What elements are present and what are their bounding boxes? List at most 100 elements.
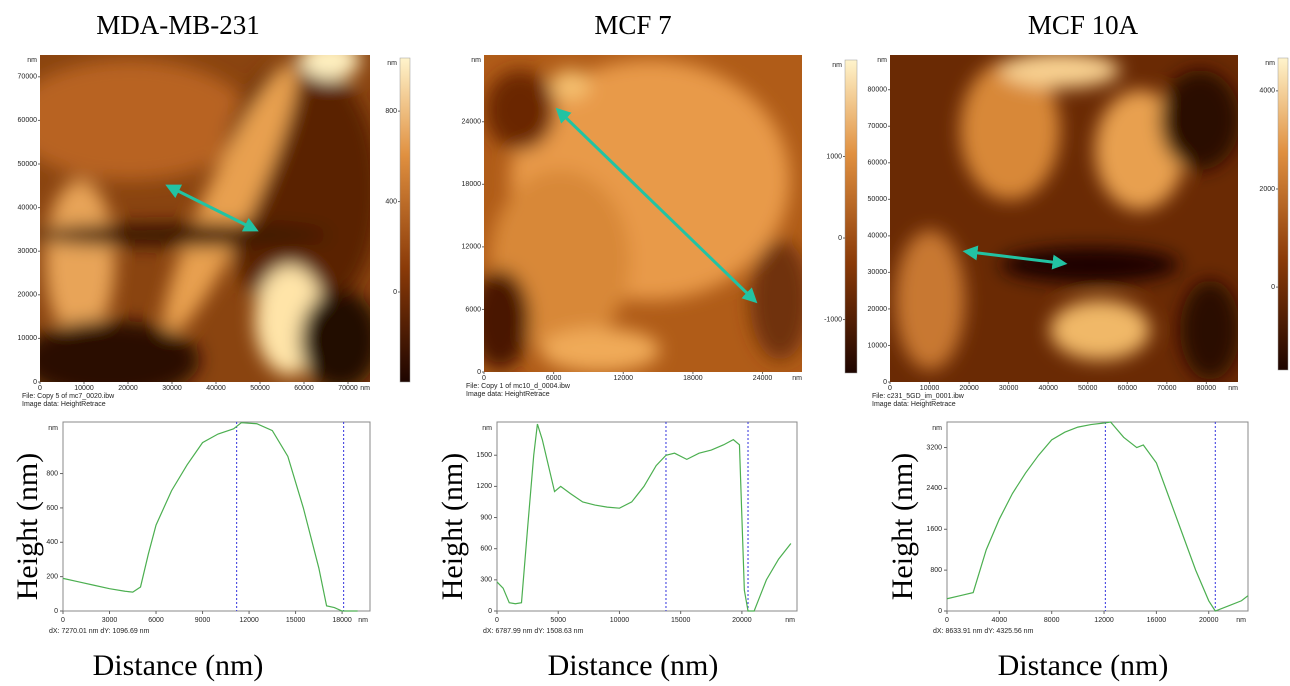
x-tick-label: 9000 [195, 617, 211, 624]
y-axis-label: Height (nm) [886, 453, 919, 600]
x-tick-label: 16000 [1147, 617, 1167, 624]
chart-title: MCF 10A [1028, 10, 1139, 40]
image-y-unit: nm [471, 57, 481, 64]
y-tick-label: 1500 [476, 452, 492, 459]
image-x-tick-label: 50000 [250, 385, 270, 392]
image-x-unit: nm [792, 375, 802, 382]
afm-image [890, 55, 1238, 382]
image-y-tick-label: 18000 [462, 181, 482, 188]
afm-image [484, 55, 802, 372]
colorbar-tick-label: 0 [838, 235, 842, 242]
y-tick-label: 400 [46, 539, 58, 546]
image-y-tick-label: 60000 [18, 117, 38, 124]
colorbar-tick-label: 4000 [1259, 88, 1275, 95]
x-tick-label: 18000 [332, 617, 352, 624]
colorbar-tick-label: 0 [393, 289, 397, 296]
image-data-label: Image data: HeightRetrace [22, 401, 106, 408]
image-y-unit: nm [877, 57, 887, 64]
image-x-tick-label: 20000 [118, 385, 138, 392]
x-tick-label: 8000 [1044, 617, 1060, 624]
image-y-tick-label: 60000 [868, 160, 888, 167]
colorbar-unit: nm [832, 62, 842, 69]
image-x-tick-label: 40000 [206, 385, 226, 392]
profile-line [62, 422, 358, 612]
image-x-tick-label: 24000 [753, 375, 773, 382]
image-y-tick-label: 80000 [868, 87, 888, 94]
image-x-tick-label: 40000 [1038, 385, 1058, 392]
image-y-tick-label: 40000 [18, 204, 38, 211]
x-unit: nm [1236, 617, 1246, 624]
image-y-tick-label: 50000 [868, 196, 888, 203]
image-x-tick-label: 60000 [294, 385, 314, 392]
y-axis-label: Height (nm) [11, 453, 44, 600]
y-unit: nm [932, 425, 942, 432]
colorbar-tick-label: 2000 [1259, 186, 1275, 193]
footnote: dX: 8633.91 nm dY: 4325.56 nm [933, 628, 1034, 635]
image-y-unit: nm [27, 57, 37, 64]
x-tick-label: 12000 [1094, 617, 1114, 624]
colorbar-tick-label: 400 [385, 198, 397, 205]
x-unit: nm [358, 617, 368, 624]
image-x-tick-label: 10000 [920, 385, 940, 392]
y-tick-label: 2400 [926, 485, 942, 492]
plot-frame [946, 421, 1249, 612]
image-x-tick-label: 50000 [1078, 385, 1098, 392]
image-file: File: Copy 1 of mc10_d_0004.ibw [466, 383, 571, 390]
image-x-tick-label: 10000 [74, 385, 94, 392]
x-tick-label: 15000 [671, 617, 691, 624]
colorbar-tick-label: 0 [1271, 284, 1275, 291]
x-unit: nm [785, 617, 795, 624]
y-axis-label: Height (nm) [436, 453, 469, 600]
image-x-tick-label: 60000 [1118, 385, 1138, 392]
plot-frame [496, 421, 798, 612]
image-x-tick-label: 30000 [162, 385, 182, 392]
afm-image [40, 55, 370, 382]
image-y-tick-label: 40000 [868, 233, 888, 240]
image-data-label: Image data: HeightRetrace [466, 391, 550, 398]
y-tick-label: 900 [480, 514, 492, 521]
x-tick-label: 4000 [992, 617, 1008, 624]
image-x-unit: nm [360, 385, 370, 392]
y-tick-label: 3200 [926, 444, 942, 451]
image-x-tick-label: 0 [482, 375, 486, 382]
colorbar [1277, 57, 1289, 371]
y-tick-label: 0 [54, 608, 58, 615]
colorbar-unit: nm [1265, 60, 1275, 67]
colorbar-tick-label: 1000 [826, 153, 842, 160]
image-x-tick-label: 70000 [338, 385, 358, 392]
profile-line [496, 423, 792, 612]
y-unit: nm [48, 425, 58, 432]
footnote: dX: 7270.01 nm dY: 1096.69 nm [49, 628, 150, 635]
chart-title: MDA-MB-231 [96, 10, 260, 40]
colorbar [399, 57, 411, 383]
x-axis-label: Distance (nm) [998, 649, 1169, 682]
image-y-tick-label: 0 [33, 379, 37, 386]
image-y-tick-label: 50000 [18, 161, 38, 168]
x-axis-label: Distance (nm) [93, 649, 264, 682]
image-x-tick-label: 80000 [1197, 385, 1217, 392]
image-y-tick-label: 70000 [868, 123, 888, 130]
image-y-tick-label: 12000 [462, 244, 482, 251]
y-tick-label: 800 [46, 470, 58, 477]
image-y-tick-label: 6000 [465, 306, 481, 313]
y-tick-label: 600 [480, 546, 492, 553]
x-axis-label: Distance (nm) [548, 649, 719, 682]
colorbar-tick-label: 800 [385, 108, 397, 115]
y-tick-label: 1200 [476, 483, 492, 490]
image-y-tick-label: 30000 [18, 248, 38, 255]
y-tick-label: 0 [938, 608, 942, 615]
image-y-tick-label: 70000 [18, 74, 38, 81]
image-y-tick-label: 0 [883, 379, 887, 386]
x-tick-label: 0 [61, 617, 65, 624]
x-tick-label: 12000 [239, 617, 259, 624]
y-tick-label: 300 [480, 577, 492, 584]
x-tick-label: 0 [945, 617, 949, 624]
footnote: dX: 6787.99 nm dY: 1508.63 nm [483, 628, 584, 635]
image-y-tick-label: 0 [477, 369, 481, 376]
image-file: File: c231_5GD_im_0001.ibw [872, 393, 965, 400]
x-tick-label: 3000 [102, 617, 118, 624]
image-x-unit: nm [1228, 385, 1238, 392]
y-tick-label: 600 [46, 505, 58, 512]
image-y-tick-label: 10000 [18, 335, 38, 342]
